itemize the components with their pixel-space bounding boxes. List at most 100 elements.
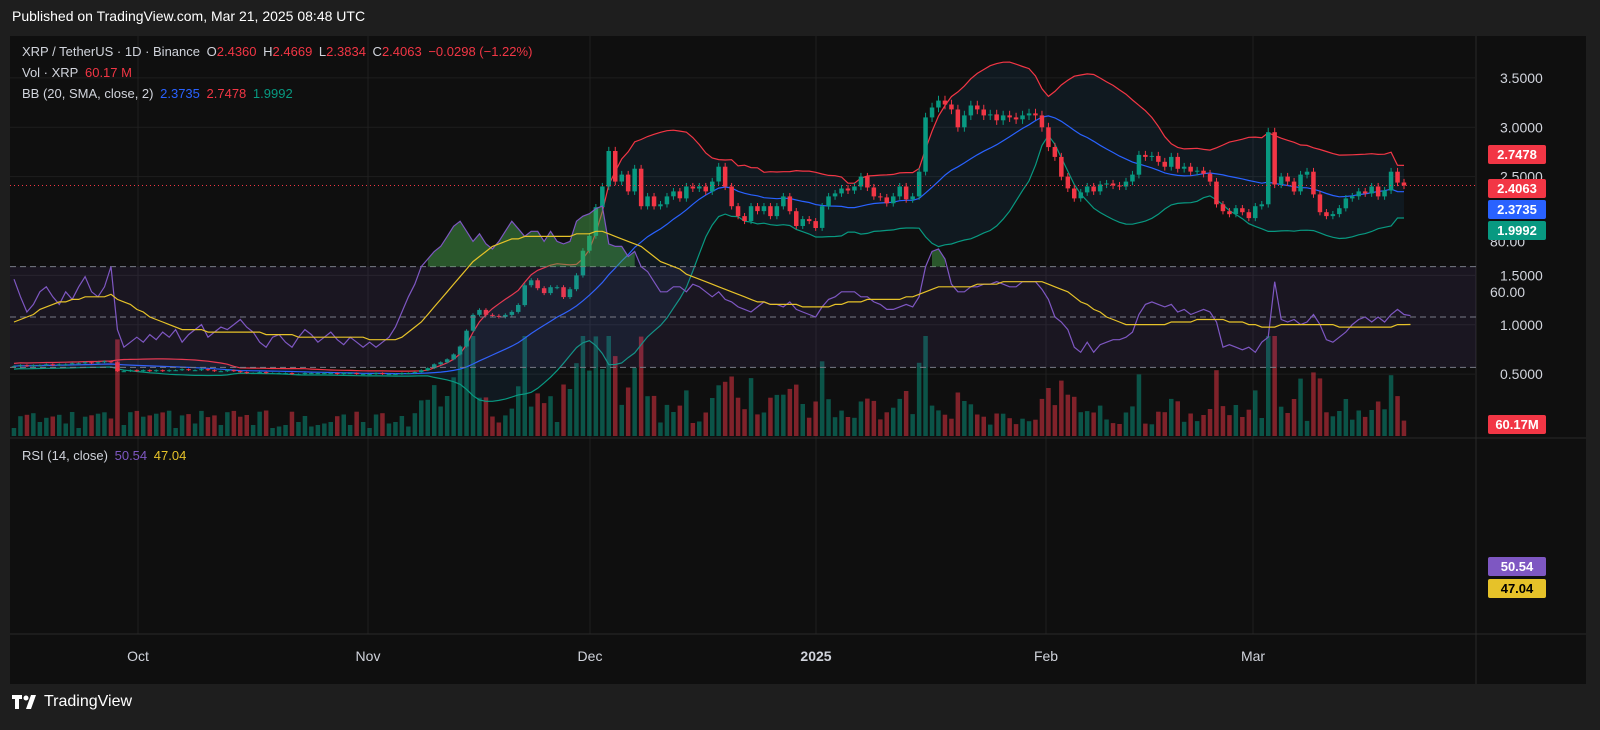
candle-body bbox=[1007, 115, 1012, 118]
legend-high-label: H bbox=[263, 44, 273, 59]
volume-bar bbox=[522, 336, 527, 436]
candle-body bbox=[832, 193, 838, 197]
volume-bar bbox=[1020, 418, 1025, 436]
candle-body bbox=[263, 372, 269, 374]
x-tick-label: Oct bbox=[127, 648, 149, 664]
volume-bar bbox=[755, 414, 760, 436]
candle-body bbox=[1000, 115, 1006, 121]
legend-bb-lower: 1.9992 bbox=[252, 86, 293, 101]
candle-body bbox=[503, 314, 508, 317]
volume-bar bbox=[884, 412, 889, 436]
legend-change: −0.0298 (−1.22%) bbox=[428, 44, 533, 59]
candle-body bbox=[199, 369, 204, 371]
volume-bar bbox=[891, 407, 896, 436]
volume-bar bbox=[1207, 409, 1213, 436]
candle-body bbox=[1233, 208, 1239, 215]
volume-bar bbox=[406, 426, 411, 436]
candle-body bbox=[658, 204, 663, 207]
legend-bb-basis: 2.3735 bbox=[160, 86, 200, 101]
candle-body bbox=[651, 196, 657, 207]
candle-body bbox=[102, 361, 107, 363]
volume-bar bbox=[386, 423, 392, 436]
volume-bar bbox=[1026, 421, 1032, 436]
candle-body bbox=[141, 370, 146, 372]
volume-bar bbox=[735, 397, 741, 436]
volume-bar bbox=[845, 417, 851, 436]
volume-bar bbox=[218, 425, 224, 436]
legend-rsi-ma: 47.04 bbox=[153, 448, 187, 463]
chart-panel[interactable]: 3.5000 3.0000 2.5000 1.5000 1.0000 0.5000 Oct N… bbox=[10, 36, 1586, 684]
candle-body bbox=[1013, 117, 1019, 120]
candle-body bbox=[1143, 154, 1148, 157]
candle-body bbox=[632, 168, 637, 192]
volume-bar bbox=[1266, 336, 1271, 436]
volume-bar bbox=[89, 415, 94, 436]
candle-body bbox=[1194, 170, 1200, 172]
volume-bar bbox=[916, 362, 922, 436]
volume-bar bbox=[781, 394, 786, 436]
volume-bar bbox=[57, 414, 62, 436]
candle-body bbox=[845, 188, 851, 191]
volume-bar bbox=[263, 410, 269, 436]
volume-bar bbox=[399, 416, 405, 436]
volume-bar bbox=[1175, 401, 1180, 436]
volume-bar bbox=[561, 384, 566, 436]
candle-body bbox=[587, 235, 592, 251]
volume-bar bbox=[490, 416, 495, 436]
volume-bar bbox=[1298, 378, 1303, 436]
candle-body bbox=[1020, 115, 1025, 120]
bb-lower-line bbox=[13, 134, 1404, 402]
volume-bar bbox=[412, 413, 418, 436]
candle-body bbox=[1117, 185, 1122, 187]
candle-body bbox=[619, 174, 624, 182]
tag-bb-basis: 2.3735 bbox=[1488, 200, 1546, 219]
volume-bar bbox=[516, 386, 521, 436]
candle-body bbox=[613, 151, 618, 182]
legend-volume-value: 60.17 M bbox=[84, 65, 132, 80]
candle-body bbox=[716, 166, 721, 182]
volume-bar bbox=[354, 411, 359, 436]
volume-bar bbox=[322, 423, 327, 436]
rsi-overbought-fill bbox=[932, 249, 945, 267]
volume-bar bbox=[69, 412, 75, 436]
legend-volume[interactable]: Vol · XRP 60.17 M bbox=[22, 65, 135, 80]
tradingview-logo[interactable]: TradingView bbox=[12, 693, 132, 711]
candle-body bbox=[477, 309, 482, 315]
candle-body bbox=[638, 168, 644, 207]
volume-bar bbox=[63, 423, 68, 436]
rsi-line bbox=[13, 205, 1411, 354]
volume-bar bbox=[1136, 374, 1142, 436]
candle-body bbox=[1362, 191, 1368, 194]
candle-body bbox=[710, 181, 715, 192]
volume-bar bbox=[154, 413, 159, 436]
candle-body bbox=[1285, 176, 1290, 182]
legend-symbol[interactable]: XRP / TetherUS · 1D · Binance bbox=[22, 44, 200, 59]
legend-bb[interactable]: BB (20, SMA, close, 2) 2.3735 2.7478 1.9… bbox=[22, 86, 296, 101]
volume-bar bbox=[1330, 416, 1336, 436]
x-tick-label: Mar bbox=[1241, 648, 1265, 664]
volume-bar bbox=[1285, 413, 1290, 436]
candle-body bbox=[328, 373, 333, 375]
volume-bar bbox=[141, 416, 146, 436]
volume-bar bbox=[192, 423, 198, 436]
candle-body bbox=[806, 219, 812, 222]
volume-bar bbox=[1253, 390, 1258, 436]
legend-rsi[interactable]: RSI (14, close) 50.54 47.04 bbox=[22, 448, 189, 463]
candle-body bbox=[18, 365, 23, 367]
candle-body bbox=[910, 196, 915, 200]
volume-bar bbox=[1156, 411, 1161, 436]
tradingview-logo-icon bbox=[12, 695, 36, 709]
candle-body bbox=[31, 365, 36, 367]
legend-open-label: O bbox=[206, 44, 217, 59]
candle-body bbox=[121, 371, 127, 373]
volume-bar bbox=[606, 336, 611, 436]
volume-bar bbox=[367, 428, 372, 436]
bb-upper-line bbox=[13, 61, 1405, 372]
candle-body bbox=[95, 362, 101, 364]
candle-body bbox=[218, 371, 224, 373]
volume-bar bbox=[1072, 396, 1077, 436]
candle-body bbox=[903, 186, 909, 200]
candle-body bbox=[794, 211, 799, 226]
candle-body bbox=[1324, 212, 1329, 217]
